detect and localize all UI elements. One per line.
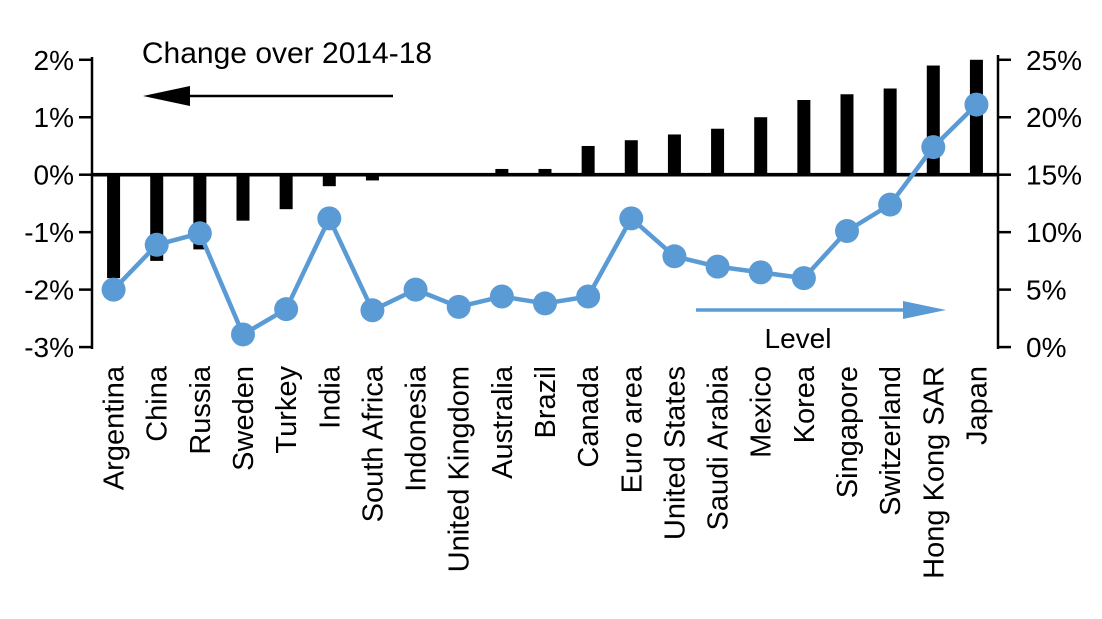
zero-line bbox=[92, 172, 998, 177]
category-label: Euro area bbox=[616, 365, 648, 493]
left-axis-tick-label: -1% bbox=[24, 217, 74, 248]
category-label: United States bbox=[659, 366, 691, 540]
category-label: Argentina bbox=[99, 365, 131, 490]
bar bbox=[322, 174, 336, 187]
left-axis-tick-label: 2% bbox=[34, 45, 74, 76]
bar bbox=[840, 94, 854, 175]
bar bbox=[754, 117, 768, 175]
level-marker bbox=[576, 284, 601, 309]
level-marker bbox=[964, 92, 989, 117]
right-axis-tick-label: 20% bbox=[1026, 102, 1082, 133]
level-marker bbox=[878, 192, 903, 217]
level-marker bbox=[360, 298, 385, 323]
bar bbox=[279, 174, 293, 210]
right-axis-tick-label: 25% bbox=[1026, 45, 1082, 76]
level-marker bbox=[144, 232, 169, 257]
category-label: China bbox=[142, 365, 174, 442]
plot-area: 2% 1% 0% -1% -2% -3% 25% 20% 15% 10% 5% 0% Argentina… bbox=[24, 45, 1082, 579]
category-label: Australia bbox=[487, 365, 519, 479]
bar bbox=[667, 134, 681, 175]
level-marker bbox=[403, 277, 428, 302]
category-label: South Africa bbox=[357, 365, 389, 522]
category-label: Switzerland bbox=[875, 366, 907, 516]
level-marker bbox=[662, 244, 687, 269]
category-label: Sweden bbox=[228, 366, 260, 471]
right-axis-tick-label: 15% bbox=[1026, 160, 1082, 191]
category-label: Saudi Arabia bbox=[703, 365, 735, 530]
category-label: Japan bbox=[961, 366, 993, 445]
level-marker bbox=[274, 297, 299, 322]
category-label: Hong Kong SAR bbox=[918, 366, 950, 579]
bar bbox=[883, 88, 897, 175]
bar bbox=[581, 145, 595, 175]
level-marker bbox=[835, 219, 859, 244]
bar bbox=[969, 59, 983, 175]
left-axis-tick-label: -3% bbox=[24, 332, 74, 363]
level-series-label: Level bbox=[765, 323, 832, 354]
bar bbox=[624, 140, 638, 175]
level-marker bbox=[533, 291, 557, 316]
level-marker bbox=[187, 221, 212, 246]
change-series-label: Change over 2014-18 bbox=[142, 37, 432, 70]
level-marker bbox=[231, 322, 255, 347]
level-marker bbox=[317, 206, 342, 231]
bar bbox=[365, 174, 379, 181]
left-arrow-icon bbox=[143, 86, 393, 106]
bar bbox=[711, 128, 725, 175]
bar bbox=[107, 174, 121, 279]
bar bbox=[538, 168, 552, 175]
category-label: India bbox=[314, 365, 346, 429]
category-label: Brazil bbox=[530, 366, 562, 439]
category-label: Canada bbox=[573, 365, 605, 467]
category-label: United Kingdom bbox=[444, 366, 476, 572]
category-label: Indonesia bbox=[401, 365, 433, 492]
level-marker bbox=[921, 135, 946, 160]
bar bbox=[797, 100, 811, 175]
category-label: Russia bbox=[185, 365, 217, 455]
level-marker bbox=[446, 294, 471, 319]
category-label: Mexico bbox=[746, 366, 778, 458]
right-arrow-icon bbox=[696, 301, 946, 319]
category-label: Singapore bbox=[832, 366, 864, 498]
level-marker bbox=[489, 284, 514, 309]
left-axis-tick-label: 0% bbox=[34, 160, 74, 191]
right-axis-tick-label: 5% bbox=[1026, 275, 1066, 306]
category-label: Korea bbox=[789, 365, 821, 443]
right-axis-tick-label: 10% bbox=[1026, 217, 1082, 248]
level-marker bbox=[748, 260, 773, 285]
bar bbox=[495, 168, 509, 175]
level-marker bbox=[791, 266, 816, 291]
right-axis-tick-label: 0% bbox=[1026, 332, 1066, 363]
left-axis-tick-label: 1% bbox=[34, 102, 74, 133]
bar bbox=[236, 174, 250, 221]
level-marker bbox=[101, 277, 126, 302]
left-axis-tick-label: -2% bbox=[24, 275, 74, 306]
category-label: Turkey bbox=[271, 366, 303, 454]
level-marker bbox=[705, 254, 730, 279]
level-marker bbox=[619, 206, 644, 231]
